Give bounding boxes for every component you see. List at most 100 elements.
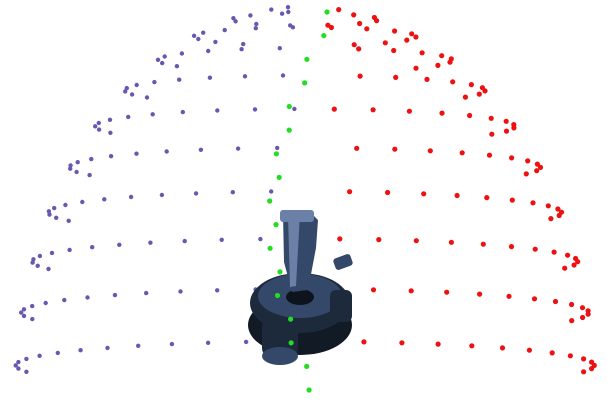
left-viewpoint-dot [248,13,253,18]
boundary-viewpoint-dot [304,56,310,62]
right-viewpoint-dot [530,200,536,206]
part-arm-top [280,210,314,222]
left-viewpoint-dot [85,295,90,300]
right-viewpoint-dot [551,249,557,255]
right-viewpoint-dot [413,34,419,40]
right-viewpoint-dot [354,145,360,151]
left-viewpoint-dot [279,11,285,16]
left-viewpoint-dot [235,146,241,151]
right-viewpoint-dot [419,50,425,56]
left-viewpoint-dot [258,236,263,242]
left-viewpoint-dot [19,310,24,315]
right-viewpoint-dot [503,118,509,124]
right-viewpoint-dot [439,110,445,116]
right-viewpoint-dot [545,203,551,209]
left-viewpoint-dot [285,5,291,10]
right-viewpoint-dot [525,158,531,164]
left-viewpoint-dot [13,363,18,368]
left-viewpoint-dot [215,288,220,293]
left-viewpoint-dot [205,340,211,345]
left-viewpoint-dot [159,192,165,198]
left-viewpoint-dot [43,300,48,306]
right-viewpoint-dot [364,26,370,32]
left-viewpoint-dot [252,107,258,112]
right-viewpoint-dot [382,40,388,46]
left-viewpoint-dot [96,120,102,126]
boundary-viewpoint-dot [302,80,308,86]
right-viewpoint-dot [526,347,533,353]
right-viewpoint-dot [370,287,377,293]
left-viewpoint-dot [124,85,129,91]
right-viewpoint-dot [459,150,465,156]
right-viewpoint-dot [486,152,493,158]
right-viewpoint-dot [450,79,456,85]
left-viewpoint-dot [30,303,35,309]
left-viewpoint-dot [30,260,35,265]
part-lower-cylinder-end [262,347,298,365]
right-viewpoint-dot [391,47,397,54]
left-viewpoint-dot [49,250,55,256]
right-viewpoint-dot [503,128,510,134]
left-viewpoint-dot [35,263,40,268]
boundary-viewpoint-dot [273,151,279,157]
right-viewpoint-dot [562,265,568,271]
left-viewpoint-dot [134,151,139,156]
left-group-dots [13,5,298,374]
right-viewpoint-dot [336,7,342,13]
right-viewpoint-dot [439,53,445,59]
left-viewpoint-dot [66,218,71,223]
left-viewpoint-dot [148,240,153,245]
right-viewpoint-dot [581,369,587,375]
left-viewpoint-dot [96,127,102,132]
boundary-viewpoint-dot [267,198,273,204]
left-viewpoint-dot [242,74,248,79]
right-viewpoint-dot [409,31,415,37]
left-viewpoint-dot [108,154,114,159]
right-viewpoint-dot [506,293,512,299]
right-viewpoint-dot [413,65,419,71]
boundary-viewpoint-dot [321,33,327,39]
boundary-group-dots [267,9,330,393]
right-viewpoint-dot [508,244,515,250]
left-viewpoint-dot [93,124,98,129]
left-viewpoint-dot [108,130,113,135]
right-viewpoint-dot [476,91,482,97]
left-viewpoint-dot [74,169,79,175]
right-viewpoint-dot [469,343,475,349]
right-viewpoint-dot [589,366,595,372]
left-viewpoint-dot [24,356,29,362]
boundary-viewpoint-dot [286,103,292,110]
left-viewpoint-dot [179,51,185,56]
right-viewpoint-dot [351,42,357,48]
right-viewpoint-dot [448,239,454,245]
boundary-viewpoint-dot [276,174,282,180]
right-viewpoint-dot [448,56,454,62]
right-viewpoint-dot [552,298,559,305]
right-viewpoint-dot [531,296,538,302]
left-viewpoint-dot [62,297,67,303]
left-viewpoint-dot [117,242,122,247]
right-viewpoint-dot [399,340,405,346]
right-viewpoint-dot [534,168,540,174]
left-viewpoint-dot [180,109,185,115]
right-viewpoint-dot [534,161,541,167]
left-viewpoint-dot [54,215,59,220]
left-viewpoint-dot [78,348,83,353]
right-viewpoint-dot [511,122,517,128]
left-viewpoint-dot [191,33,197,38]
right-viewpoint-dot [537,164,544,170]
left-viewpoint-dot [24,369,29,374]
right-viewpoint-dot [376,237,382,243]
left-viewpoint-dot [80,199,85,205]
left-viewpoint-dot [243,339,249,345]
left-viewpoint-dot [16,359,21,365]
left-viewpoint-dot [230,190,235,195]
left-viewpoint-dot [47,212,52,217]
left-viewpoint-dot [253,26,258,31]
left-viewpoint-dot [129,92,135,97]
boundary-viewpoint-dot [267,245,273,251]
left-viewpoint-dot [277,46,282,51]
left-viewpoint-dot [198,147,204,152]
left-viewpoint-dot [21,307,27,312]
left-viewpoint-dot [206,48,211,54]
